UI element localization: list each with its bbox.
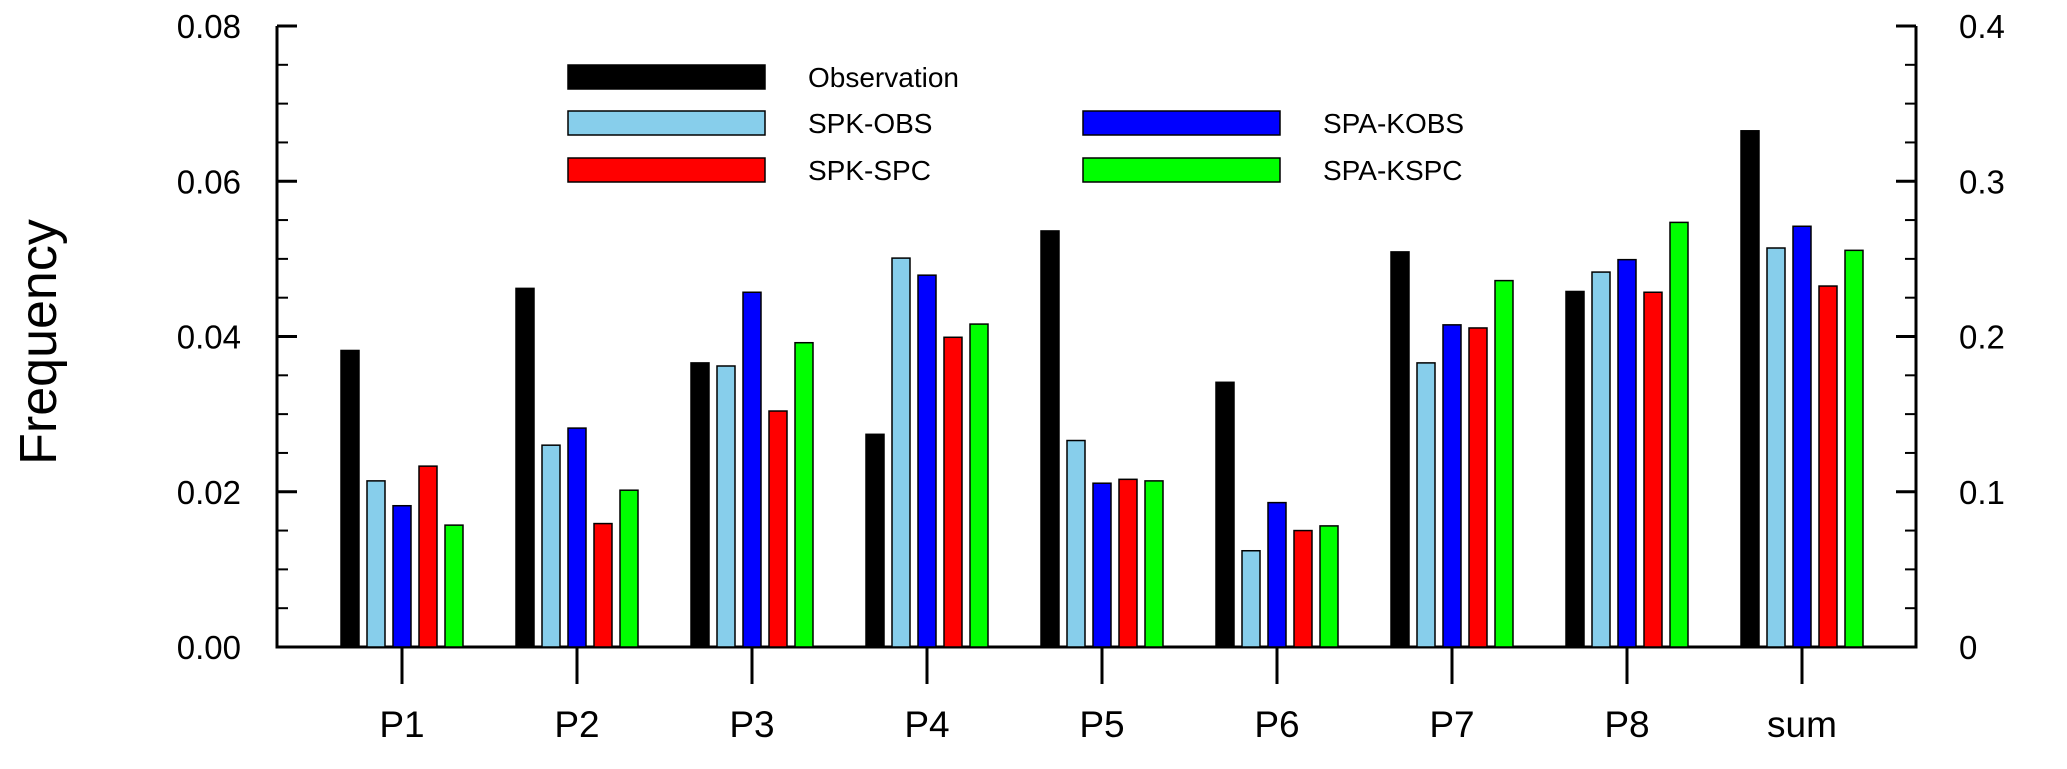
bar-spk-obs-p3 [716, 365, 736, 648]
bar-observation-p4 [865, 433, 885, 648]
bar-observation-p2 [515, 287, 535, 648]
legend-swatch-spk-obs [567, 110, 766, 136]
y-tick-label-left: 0.02 [177, 474, 241, 511]
legend-label-observation: Observation [808, 62, 959, 93]
bar-observation-p5 [1040, 230, 1060, 648]
x-tick-label: P1 [379, 704, 424, 745]
legend-swatch-spk-spc [567, 157, 766, 183]
bar-spa-kobs-p7 [1442, 324, 1462, 648]
bar-spa-kobs-p1 [392, 504, 412, 648]
bar-spa-kspc-p5 [1144, 480, 1164, 648]
bar-spa-kobs-p2 [567, 427, 587, 648]
bar-spk-obs-p7 [1416, 362, 1436, 648]
legend-label-spk-spc: SPK-SPC [808, 155, 931, 186]
x-tick-label: P3 [729, 704, 774, 745]
bar-observation-p3 [690, 362, 710, 648]
x-tick-label: P6 [1254, 704, 1299, 745]
y-tick-label-left: 0.04 [177, 319, 241, 356]
x-tick-label: P5 [1079, 704, 1124, 745]
axes-group: 0.00 0.02 0.04 0.06 0.08 0 0.1 0.2 0.3 0.4 P1 P2 P3 P… [177, 8, 2005, 745]
bar-spk-spc-sum [1818, 285, 1838, 648]
bar-spa-kobs-p3 [742, 291, 762, 648]
bar-spa-kspc-sum [1844, 249, 1864, 648]
y-tick-label-right: 0.2 [1959, 319, 2005, 356]
bar-spk-obs-sum [1766, 247, 1786, 648]
bar-spk-spc-p2 [593, 522, 613, 648]
bar-spk-obs-p2 [541, 444, 561, 648]
bar-observation-p8 [1565, 290, 1585, 648]
bar-spa-kobs-p4 [917, 274, 937, 648]
x-tick-label: P2 [554, 704, 599, 745]
y-axis-label: Frequency [10, 219, 68, 465]
legend-label-spa-kspc: SPA-KSPC [1323, 155, 1463, 186]
x-tick-label: P4 [904, 704, 949, 745]
legend: Observation SPK-OBS SPA-KOBS SPK-SPC SPA-KSP… [567, 62, 1464, 186]
bar-spk-spc-p6 [1293, 529, 1313, 648]
y-tick-label-right: 0.3 [1959, 163, 2005, 200]
legend-swatch-spa-kspc [1082, 157, 1281, 183]
bar-spk-spc-p4 [943, 336, 963, 648]
y-tick-label-left: 0.06 [177, 163, 241, 200]
y-tick-label-left: 0.00 [177, 629, 241, 666]
bar-spk-spc-p7 [1468, 327, 1488, 648]
bar-observation-p6 [1215, 381, 1235, 648]
legend-swatch-observation [567, 64, 766, 90]
x-tick-label: sum [1767, 704, 1837, 745]
bars-group [340, 130, 1864, 648]
x-tick-label: P8 [1604, 704, 1649, 745]
bar-spk-spc-p3 [768, 410, 788, 648]
bar-spa-kspc-p3 [794, 341, 814, 648]
x-tick-label: P7 [1429, 704, 1474, 745]
bar-spk-obs-p5 [1066, 439, 1086, 648]
bar-spa-kspc-p8 [1669, 221, 1689, 648]
bar-spa-kobs-p5 [1092, 482, 1112, 648]
legend-label-spk-obs: SPK-OBS [808, 108, 932, 139]
y-tick-label-left: 0.08 [177, 8, 241, 45]
legend-label-spa-kobs: SPA-KOBS [1323, 108, 1464, 139]
bar-spa-kspc-p4 [969, 323, 989, 648]
y-tick-label-right: 0 [1959, 629, 1977, 666]
legend-swatch-spa-kobs [1082, 110, 1281, 136]
bar-spk-spc-p8 [1643, 291, 1663, 648]
bar-spk-obs-p4 [891, 257, 911, 648]
bar-spa-kobs-p8 [1617, 258, 1637, 648]
bar-spa-kspc-p2 [619, 489, 639, 648]
bar-spa-kspc-p7 [1494, 279, 1514, 648]
bar-spk-spc-p5 [1118, 478, 1138, 648]
bar-spk-obs-p8 [1591, 271, 1611, 648]
bar-spa-kspc-p6 [1319, 525, 1339, 648]
bar-observation-sum [1740, 130, 1760, 648]
bar-spk-spc-p1 [418, 465, 438, 648]
bar-observation-p7 [1390, 251, 1410, 648]
bar-spa-kspc-p1 [444, 524, 464, 648]
bar-observation-p1 [340, 349, 360, 648]
y-tick-label-right: 0.1 [1959, 474, 2005, 511]
bar-spa-kobs-sum [1792, 225, 1812, 648]
bar-spk-obs-p6 [1241, 549, 1261, 648]
y-tick-label-right: 0.4 [1959, 8, 2005, 45]
bar-spa-kobs-p6 [1267, 501, 1287, 648]
bar-spk-obs-p1 [366, 480, 386, 648]
